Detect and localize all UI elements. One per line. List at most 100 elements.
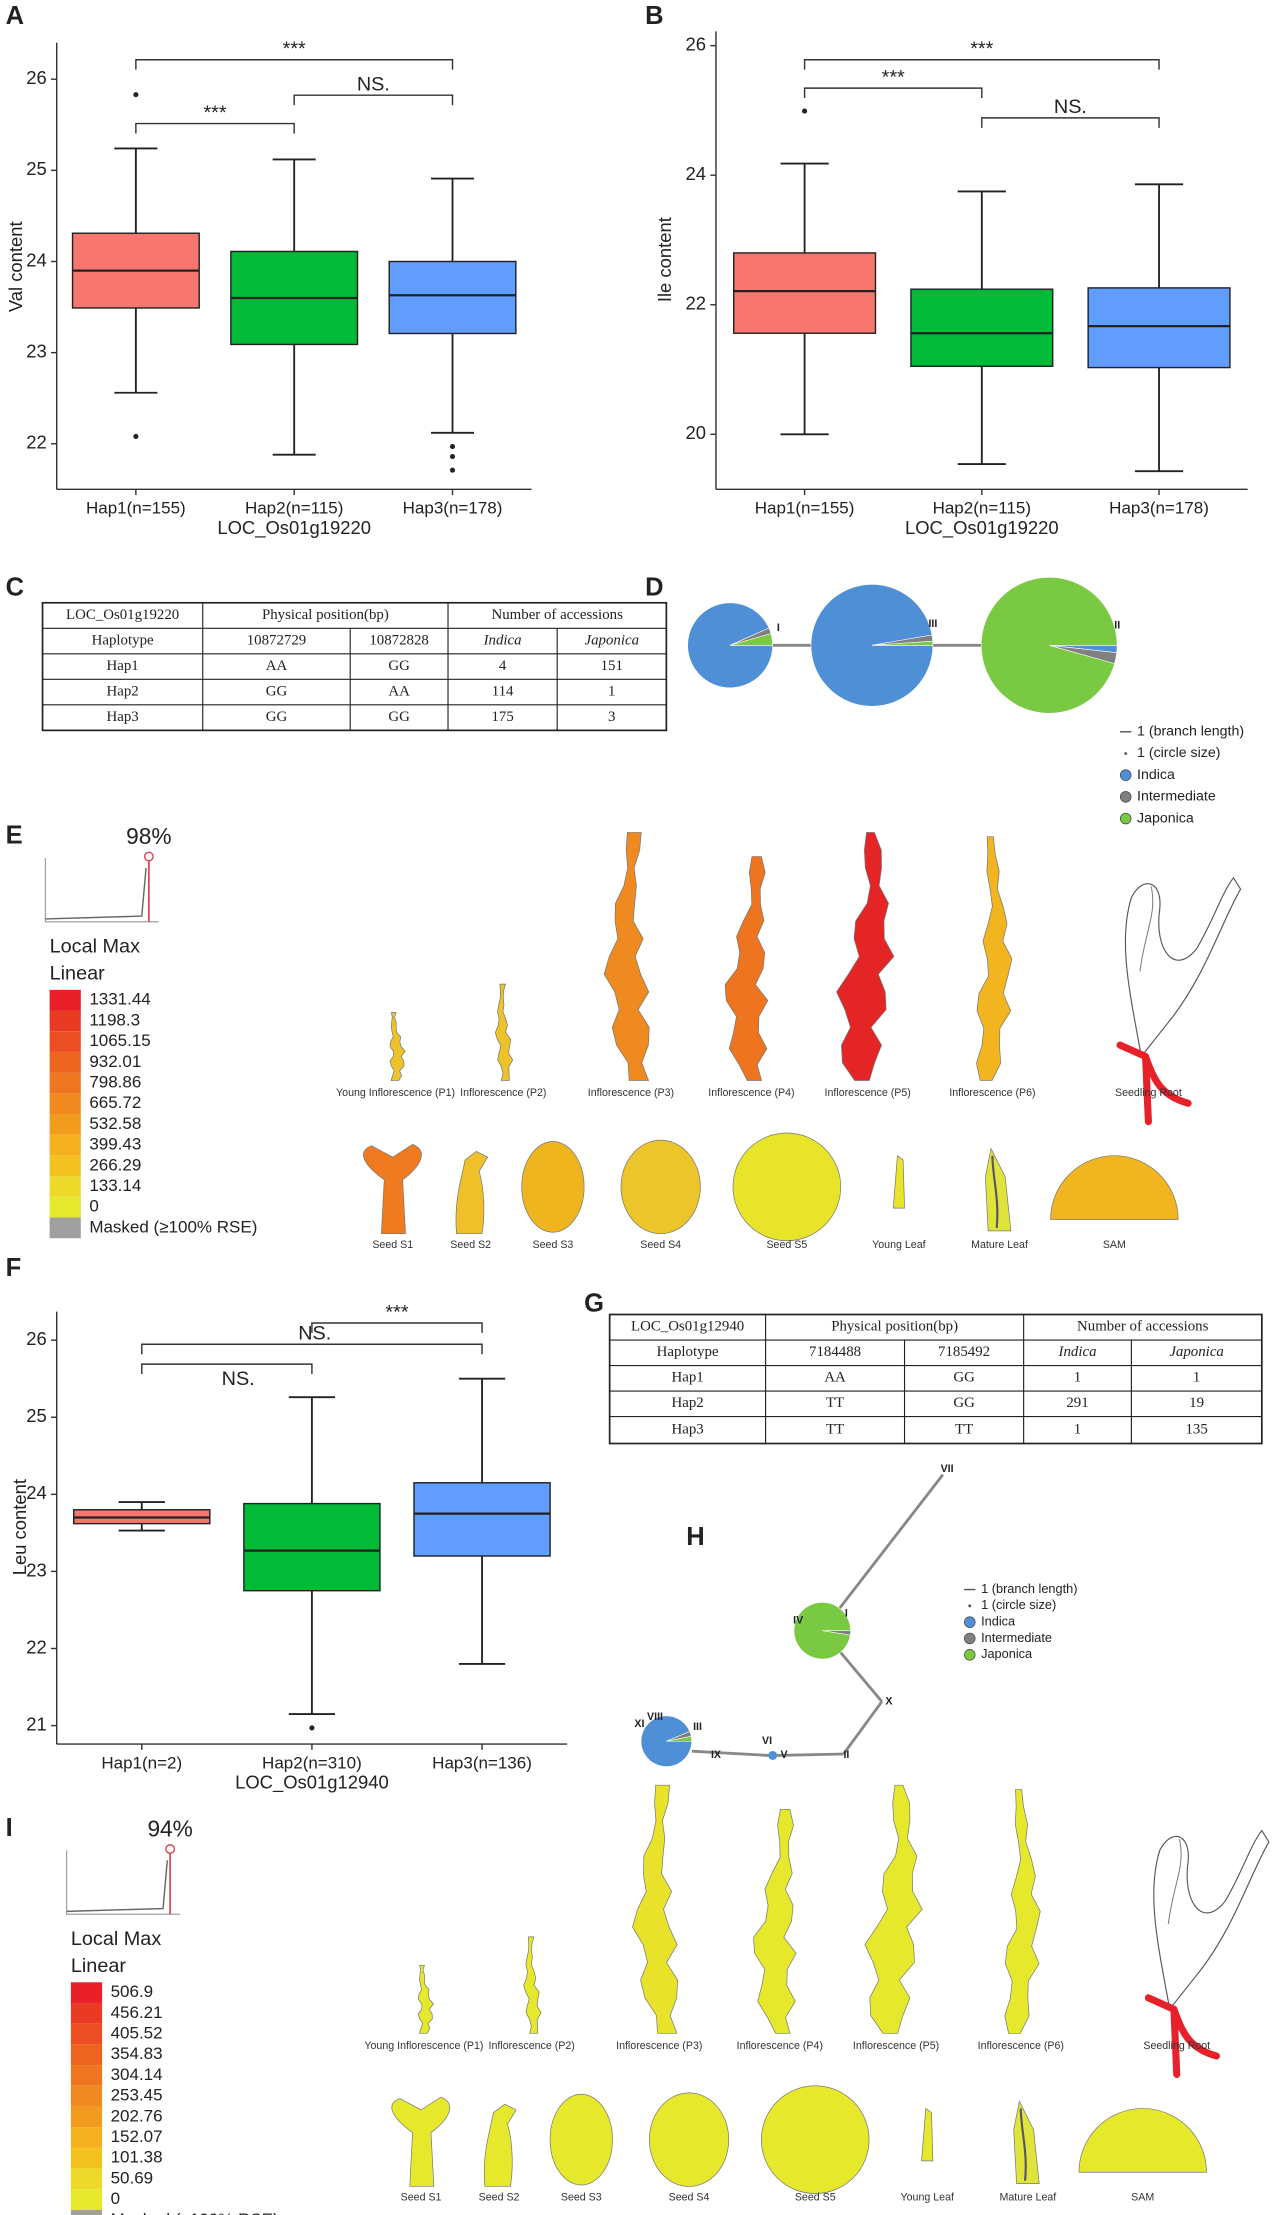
y-tick-label: 25	[26, 1405, 47, 1426]
shoot	[1139, 886, 1154, 972]
scale-label: 405.52	[111, 2024, 163, 2043]
legend-label: Japonica	[981, 1646, 1033, 1661]
legend-label: Intermediate	[981, 1630, 1052, 1645]
panel-label: G	[584, 1289, 604, 1317]
significance: NS.	[222, 1368, 255, 1390]
tissue	[836, 832, 895, 1081]
tissue-label-box: Inflorescence (P4)	[708, 1088, 794, 1098]
tissue-label: Inflorescence (P5)	[852, 2040, 940, 2052]
y-tick-label: 25	[26, 158, 47, 179]
tissue-label-box: Mature Leaf	[971, 1239, 1028, 1249]
tissue-label: Seed S4	[668, 2192, 710, 2204]
tissue-label-box: Mature Leaf	[1000, 2192, 1057, 2202]
scale-title: Local Max	[50, 936, 140, 958]
scale-swatch	[70, 2209, 103, 2215]
scale-swatch	[70, 2085, 103, 2107]
subheader-cell: Indica	[1058, 1344, 1097, 1360]
tissue-label-box: Inflorescence (P3)	[616, 2040, 702, 2050]
scale-swatch	[70, 2147, 103, 2169]
tissue-label: Seed S4	[640, 1239, 682, 1251]
tissue-label: Young Leaf	[872, 1239, 926, 1251]
tissue-label: Inflorescence (P6)	[949, 1087, 1036, 1099]
scale-swatch	[49, 989, 81, 1011]
header-cell: LOC_Os01g12940	[631, 1319, 744, 1335]
tissue-label-box: Inflorescence (P3)	[588, 1088, 674, 1098]
tissue-label-box: SAM	[1131, 2192, 1154, 2202]
legend-label: 1 (branch length)	[981, 1581, 1077, 1596]
box	[243, 1502, 381, 1592]
x-tick-label: Hap1(n=2)	[101, 1753, 182, 1772]
tissue	[389, 1012, 406, 1081]
scale-swatch	[49, 1196, 81, 1218]
x-tick-label: Hap3(n=136)	[432, 1753, 532, 1772]
scale-swatch	[70, 1982, 103, 2003]
node-label: IV	[793, 1615, 804, 1627]
x-tick-label: Hap3(n=178)	[1109, 499, 1209, 518]
scale-label: 665.72	[89, 1093, 141, 1112]
percentile: 98%	[126, 823, 171, 849]
y-tick-label: 22	[26, 432, 47, 453]
bracket	[981, 117, 1160, 128]
bracket	[311, 1322, 483, 1333]
node-label: III	[693, 1721, 702, 1733]
tissue-label-box: Seed S1	[372, 1239, 413, 1249]
scale-label: 101.38	[111, 2148, 163, 2167]
tissue	[417, 1964, 434, 2034]
subheader-cell: Indica	[483, 632, 522, 648]
scale-swatch	[70, 2023, 103, 2045]
scale-swatch	[49, 1155, 81, 1177]
tissue-label: Seed S5	[766, 1239, 808, 1251]
tissue-label: Inflorescence (P2)	[460, 1087, 547, 1099]
tissue-label-box: SAM	[1102, 1239, 1126, 1251]
scale-label: Masked (≥100% RSE)	[89, 1217, 257, 1236]
pie-slice	[768, 1750, 778, 1760]
tissue	[724, 856, 769, 1081]
scale-label: 1065.15	[89, 1031, 150, 1050]
tissue-label-box: Seed S2	[450, 1239, 491, 1249]
leaf-vein	[991, 1155, 999, 1229]
tissue-label-box: Inflorescence (P6)	[977, 2040, 1064, 2052]
node-label: I	[777, 622, 780, 634]
table-cell: 19	[1189, 1395, 1204, 1411]
scale-swatch	[49, 1093, 81, 1115]
x-tick-label: Hap1(n=155)	[86, 499, 186, 518]
table-frame	[41, 601, 668, 732]
node-label: XI	[634, 1718, 644, 1730]
table-cell: Hap3	[672, 1421, 704, 1437]
scale-label: 399.43	[89, 1135, 141, 1154]
table-cell: Hap1	[107, 658, 139, 674]
pie-slice	[871, 640, 934, 646]
tissue-label-box: Seed S4	[668, 2192, 710, 2204]
y-tick-label: 21	[26, 1713, 47, 1734]
node-label: VIII	[647, 1711, 663, 1723]
scale-label: 932.01	[89, 1052, 141, 1071]
y-axis-title: Leu content	[9, 1479, 30, 1575]
scale-type: Linear	[71, 1955, 127, 1977]
tissue	[984, 1147, 1012, 1232]
header-cell: Physical position(bp)	[262, 607, 389, 623]
panel-label: D	[645, 573, 663, 601]
vertex-label: IX	[711, 1749, 721, 1761]
header-cell: Number of accessions	[1077, 1319, 1209, 1335]
tissue-label-box: Inflorescence (P4)	[736, 2040, 823, 2052]
pie-slice	[666, 1735, 692, 1742]
tissue-label: Inflorescence (P6)	[977, 2040, 1064, 2052]
x-tick-label: Hap3(n=178)	[403, 499, 503, 518]
legend-label: 1 (circle size)	[1137, 745, 1220, 761]
table-cell: AA	[388, 684, 410, 700]
tissue-label-box: Seedling Root	[1143, 2040, 1210, 2050]
tissue	[549, 2093, 613, 2186]
tissue	[732, 1132, 842, 1242]
tissue-label: Inflorescence (P4)	[736, 2040, 823, 2052]
scale-swatch	[70, 2044, 103, 2066]
tissue-label: SAM	[1102, 1239, 1126, 1251]
scale-label: 152.07	[111, 2127, 163, 2146]
tissue	[1050, 1155, 1179, 1220]
table-cell: 1	[1193, 1370, 1200, 1386]
legend-label: 1 (branch length)	[1137, 724, 1244, 740]
thumb-curve	[66, 1860, 169, 1913]
tissue	[892, 1155, 905, 1209]
tissue-label: Young Leaf	[900, 2192, 954, 2204]
table-cell: 1	[1074, 1421, 1081, 1437]
scale-swatch	[49, 1010, 81, 1032]
